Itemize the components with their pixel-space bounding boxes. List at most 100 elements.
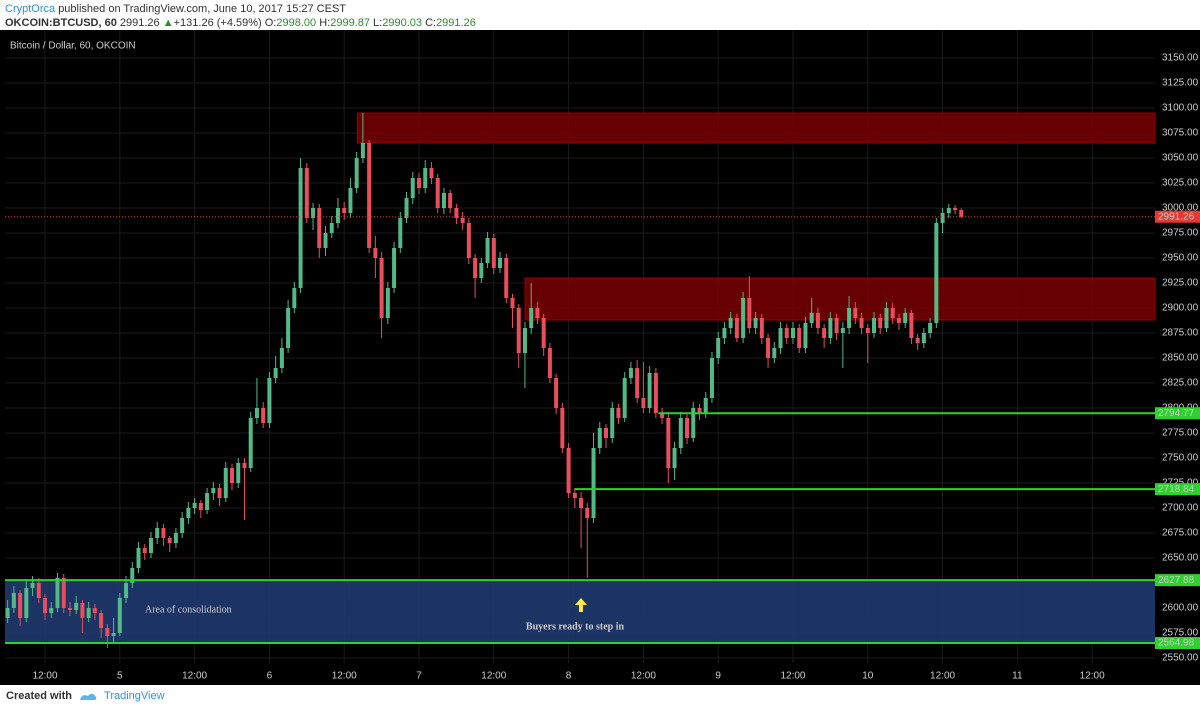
y-tick-label: 2925.00 (1162, 278, 1199, 289)
candle-body (161, 528, 166, 538)
candle-body (641, 398, 646, 408)
candle-body (535, 308, 540, 318)
y-tick-label: 2550.00 (1162, 653, 1199, 664)
candle-body (597, 428, 602, 448)
author[interactable]: CryptOrca (5, 3, 56, 15)
candle-body (417, 178, 421, 188)
candle-body (853, 308, 858, 318)
candle-body (379, 258, 384, 318)
candle-body (198, 503, 203, 510)
candle-body (148, 538, 153, 553)
candle-body (784, 328, 789, 338)
candle-body (61, 578, 66, 608)
high: 2999.87 (330, 17, 370, 29)
candle-body (579, 498, 584, 508)
candle-body (360, 143, 365, 158)
candle-body (55, 578, 60, 608)
up-arrow: ▲ (162, 17, 174, 29)
candle-body (622, 378, 627, 418)
y-tick-label: 2950.00 (1162, 253, 1199, 264)
y-tick-label: 2575.00 (1162, 628, 1199, 639)
candle-body (429, 168, 434, 178)
candle-body (423, 168, 428, 188)
candle-body (572, 493, 577, 498)
brand[interactable]: TradingView (104, 690, 165, 702)
candle-body (236, 463, 241, 483)
x-tick-label: 12:00 (481, 671, 506, 682)
x-tick-label: 12:00 (631, 671, 656, 682)
last: 2991.26 (119, 17, 160, 29)
candle-body (859, 318, 864, 328)
candle-body (136, 548, 141, 568)
x-tick-label: 10 (862, 671, 874, 682)
candle-body (516, 308, 521, 353)
candle-body (130, 568, 135, 583)
candle-body (616, 408, 621, 418)
candle-body (610, 408, 615, 438)
candle-body (329, 223, 334, 233)
x-tick-label: 6 (267, 671, 273, 682)
y-tick-label: 2825.00 (1162, 378, 1199, 389)
close: 2991.26 (436, 17, 476, 29)
level-label-bg (1155, 407, 1200, 420)
candle-body (541, 318, 546, 348)
candle-body (348, 188, 353, 213)
candle-body (485, 238, 490, 263)
h-label: H: (319, 17, 331, 29)
x-tick-label: 5 (117, 671, 123, 682)
y-tick-label: 2900.00 (1162, 303, 1199, 314)
candle-body (928, 323, 933, 333)
annotation-arrow (575, 598, 587, 612)
candle-body (30, 583, 35, 588)
y-tick-label: 2850.00 (1162, 353, 1199, 364)
candle-body (921, 333, 926, 343)
candle-body (186, 508, 191, 518)
candle-body (385, 288, 390, 318)
candle-body (454, 208, 459, 218)
candle-body (111, 633, 116, 636)
x-tick-label: 8 (566, 671, 572, 682)
candle-body (959, 210, 964, 217)
candle-body (342, 208, 347, 213)
candle-body (180, 518, 185, 533)
o-label: O: (264, 17, 277, 29)
level-label-bg (1155, 483, 1200, 496)
candle-body (653, 373, 658, 413)
x-tick-label: 12:00 (182, 671, 207, 682)
y-tick-label: 2675.00 (1162, 528, 1199, 539)
candle-body (335, 208, 340, 223)
candle-body (49, 608, 54, 613)
candle-body (560, 408, 565, 448)
candle-body (43, 598, 48, 613)
candle-body (716, 338, 721, 358)
open: 2998.00 (276, 17, 317, 29)
candle-body (647, 373, 652, 408)
candle-body (373, 248, 378, 258)
candle-body (728, 318, 733, 328)
candle-body (36, 583, 41, 598)
candle-body (946, 208, 951, 213)
candle-body (167, 538, 172, 543)
candle-body (223, 468, 228, 498)
candle-body (124, 583, 129, 598)
candle-body (504, 258, 509, 298)
y-tick-label: 2700.00 (1162, 503, 1199, 514)
candle-body (435, 178, 440, 208)
candle-body (155, 528, 160, 538)
candle-body (18, 593, 23, 618)
candle-body (685, 418, 690, 438)
y-tick-label: 3125.00 (1162, 78, 1199, 89)
l-label: L: (373, 17, 383, 29)
candle-body (510, 298, 515, 308)
candle-body (479, 263, 484, 278)
published: published on TradingView.com, June 10, 2… (58, 3, 347, 15)
last-price-label: 2991.26 (1158, 211, 1195, 222)
candle-body (691, 408, 696, 438)
low: 2990.03 (382, 17, 422, 29)
candle-body (678, 418, 683, 448)
candle-body (734, 318, 739, 338)
candle-body (934, 223, 939, 323)
change: +131.26 (+4.59%) (173, 17, 262, 29)
candle-body (747, 298, 752, 328)
